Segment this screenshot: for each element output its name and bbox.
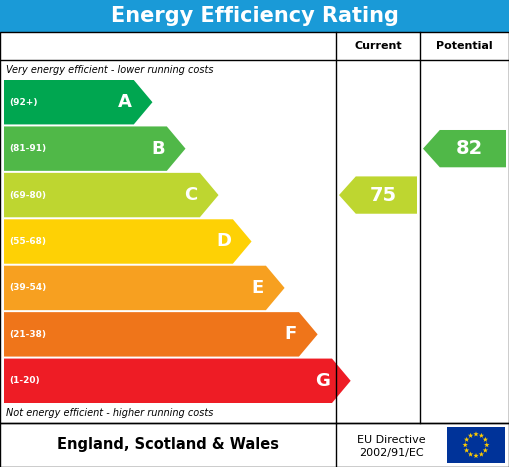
Text: England, Scotland & Wales: England, Scotland & Wales (57, 438, 279, 453)
Text: Not energy efficient - higher running costs: Not energy efficient - higher running co… (6, 408, 213, 418)
Text: (92+): (92+) (9, 98, 38, 107)
Polygon shape (473, 453, 478, 458)
Polygon shape (468, 433, 473, 438)
Text: (69-80): (69-80) (9, 191, 46, 199)
Polygon shape (463, 442, 468, 447)
Text: C: C (185, 186, 198, 204)
Polygon shape (483, 437, 488, 442)
Text: 82: 82 (456, 139, 483, 158)
Bar (0, 0, 509, 32)
Text: Energy Efficiency Rating: Energy Efficiency Rating (110, 6, 399, 26)
Text: B: B (151, 140, 165, 158)
Text: (81-91): (81-91) (9, 144, 46, 153)
Polygon shape (468, 452, 473, 457)
Bar (0, 423, 509, 467)
Text: (21-38): (21-38) (9, 330, 46, 339)
Text: (39-54): (39-54) (9, 283, 46, 292)
Text: E: E (251, 279, 264, 297)
Polygon shape (4, 312, 318, 357)
Text: D: D (216, 233, 231, 250)
Polygon shape (464, 447, 469, 453)
Polygon shape (339, 177, 417, 214)
Polygon shape (4, 359, 351, 403)
Bar (447, 427, 505, 463)
Polygon shape (483, 447, 488, 453)
Polygon shape (473, 432, 478, 437)
Text: (1-20): (1-20) (9, 376, 40, 385)
Text: Very energy efficient - lower running costs: Very energy efficient - lower running co… (6, 65, 213, 75)
Text: Current: Current (354, 41, 402, 51)
Polygon shape (4, 219, 251, 264)
Polygon shape (4, 80, 152, 124)
Text: 75: 75 (370, 185, 397, 205)
Bar (0, 32, 509, 423)
Text: (55-68): (55-68) (9, 237, 46, 246)
Text: 2002/91/EC: 2002/91/EC (359, 448, 424, 458)
Polygon shape (479, 452, 484, 457)
Polygon shape (464, 437, 469, 442)
Text: G: G (315, 372, 330, 390)
Polygon shape (4, 173, 218, 217)
Polygon shape (484, 442, 490, 447)
Text: Potential: Potential (436, 41, 493, 51)
Text: EU Directive: EU Directive (357, 435, 426, 445)
Text: F: F (285, 325, 297, 343)
Polygon shape (4, 266, 285, 310)
Text: A: A (118, 93, 132, 111)
Polygon shape (423, 130, 506, 167)
Polygon shape (4, 127, 185, 171)
Polygon shape (479, 433, 484, 438)
